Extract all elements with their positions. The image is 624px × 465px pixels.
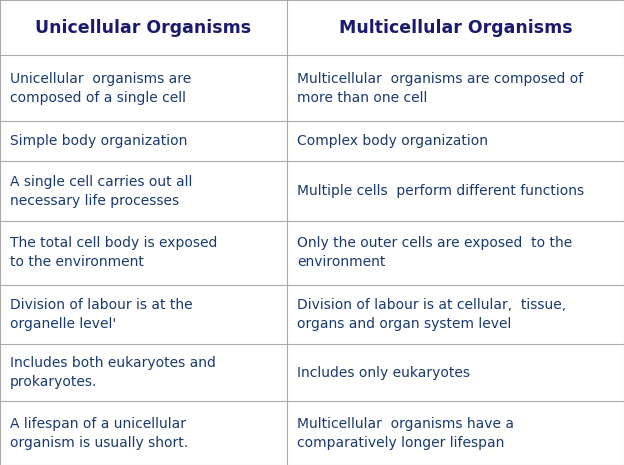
Text: Division of labour is at the
organelle level': Division of labour is at the organelle l… [10, 298, 193, 331]
Text: Multicellular  organisms have a
comparatively longer lifespan: Multicellular organisms have a comparati… [297, 417, 514, 450]
Text: A single cell carries out all
necessary life processes: A single cell carries out all necessary … [10, 175, 192, 207]
Text: Multicellular Organisms: Multicellular Organisms [339, 19, 572, 37]
Text: Multicellular  organisms are composed of
more than one cell: Multicellular organisms are composed of … [297, 72, 583, 105]
Text: Division of labour is at cellular,  tissue,
organs and organ system level: Division of labour is at cellular, tissu… [297, 298, 566, 331]
Text: Simple body organization: Simple body organization [10, 134, 187, 148]
Text: A lifespan of a unicellular
organism is usually short.: A lifespan of a unicellular organism is … [10, 417, 188, 450]
Text: Multiple cells  perform different functions: Multiple cells perform different functio… [297, 184, 584, 198]
Text: Includes both eukaryotes and
prokaryotes.: Includes both eukaryotes and prokaryotes… [10, 356, 216, 389]
Text: Complex body organization: Complex body organization [297, 134, 488, 148]
Text: The total cell body is exposed
to the environment: The total cell body is exposed to the en… [10, 236, 217, 269]
Text: Only the outer cells are exposed  to the
environment: Only the outer cells are exposed to the … [297, 236, 572, 269]
Text: Unicellular Organisms: Unicellular Organisms [36, 19, 251, 37]
Text: Includes only eukaryotes: Includes only eukaryotes [297, 365, 470, 379]
Text: Unicellular  organisms are
composed of a single cell: Unicellular organisms are composed of a … [10, 72, 191, 105]
